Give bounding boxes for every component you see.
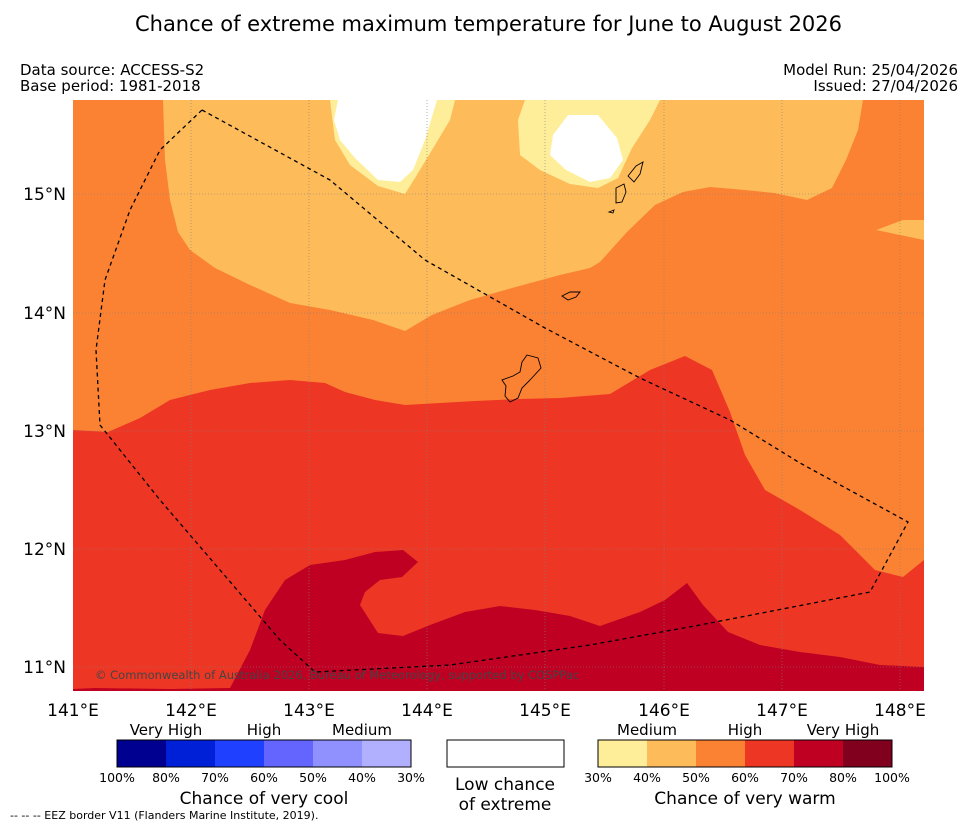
- warm-swatch-5: [843, 740, 892, 767]
- warm-cat-very-high: Very High: [807, 721, 880, 739]
- warm-swatch-2: [696, 740, 745, 767]
- warm-tick-80: 80%: [829, 770, 857, 785]
- low-swatch: [446, 739, 565, 768]
- island-tinian: [615, 183, 627, 204]
- footer-note: -- -- -- EEZ border V11 (Flanders Marine…: [10, 809, 319, 822]
- warm-tick-40: 40%: [633, 770, 661, 785]
- lon-tick-143: 143°E: [283, 701, 335, 721]
- cool-swatch-5: [362, 740, 411, 767]
- map-field: © Commonwealth of Australia 2026, Bureau…: [73, 100, 924, 691]
- lon-tick-148: 148°E: [874, 701, 926, 721]
- island-aguijan: [607, 209, 615, 214]
- lon-tick-144: 144°E: [401, 701, 453, 721]
- cool-tick-40: 40%: [348, 770, 376, 785]
- grid-lines: [73, 100, 924, 691]
- issued-date: Issued: 27/04/2026: [813, 77, 958, 95]
- low-caption-1: Low chance: [455, 775, 555, 795]
- lat-tick-13: 13°N: [23, 422, 66, 442]
- lon-tick-147: 147°E: [756, 701, 808, 721]
- cool-swatch-3: [264, 740, 313, 767]
- cool-cat-very-high: Very High: [130, 721, 203, 739]
- lat-tick-12: 12°N: [23, 540, 66, 560]
- lon-tick-142: 142°E: [165, 701, 217, 721]
- legend-warm: Medium High Very High 30% 40% 50% 60% 70…: [584, 721, 910, 809]
- warm-swatch-3: [745, 740, 794, 767]
- low-chance-b: [550, 115, 623, 182]
- model-run: Model Run: 25/04/2026: [783, 61, 958, 79]
- cool-tick-100: 100%: [99, 770, 135, 785]
- warm-swatch-0: [598, 740, 647, 767]
- meta-right: Model Run: 25/04/2026 Issued: 27/04/2026: [783, 62, 958, 94]
- cool-tick-30: 30%: [397, 770, 425, 785]
- cool-swatch-2: [215, 740, 264, 767]
- meta-left: Data source: ACCESS-S2 Base period: 1981…: [20, 62, 204, 94]
- map-title: Chance of extreme maximum temperature fo…: [134, 12, 843, 36]
- legend-low: Low chance of extreme: [446, 739, 565, 815]
- copyright: © Commonwealth of Australia 2026, Bureau…: [95, 668, 579, 682]
- cool-swatch-0: [117, 740, 166, 767]
- lon-tick-146: 146°E: [638, 701, 690, 721]
- warm-tick-50: 50%: [682, 770, 710, 785]
- cool-cat-medium: Medium: [332, 721, 392, 739]
- warm-swatch-1: [647, 740, 696, 767]
- cool-tick-70: 70%: [201, 770, 229, 785]
- warm-caption: Chance of very warm: [654, 789, 835, 809]
- lat-tick-11: 11°N: [23, 658, 66, 678]
- lon-tick-141: 141°E: [47, 701, 99, 721]
- warm-cat-medium: Medium: [617, 721, 677, 739]
- cool-caption: Chance of very cool: [180, 789, 349, 809]
- band-70-80: [73, 550, 924, 691]
- cool-tick-80: 80%: [152, 770, 180, 785]
- warm-tick-60: 60%: [731, 770, 759, 785]
- cool-swatch-1: [166, 740, 215, 767]
- island-saipan: [627, 161, 644, 183]
- cool-swatch-4: [313, 740, 362, 767]
- islands: [501, 161, 644, 403]
- cool-cat-high: High: [247, 721, 281, 739]
- eez-border: [95, 109, 909, 673]
- cool-tick-50: 50%: [299, 770, 327, 785]
- data-source: Data source: ACCESS-S2: [20, 61, 205, 79]
- warm-tick-70: 70%: [780, 770, 808, 785]
- warm-cat-high: High: [728, 721, 762, 739]
- base-period: Base period: 1981-2018: [20, 77, 201, 95]
- warm-swatch-4: [794, 740, 843, 767]
- legend-cool: Very High High Medium 100% 80% 70% 60% 5…: [99, 721, 425, 809]
- low-caption-2: of extreme: [459, 795, 552, 815]
- lat-tick-15: 15°N: [23, 185, 66, 205]
- island-rota: [561, 291, 581, 301]
- island-guam: [501, 354, 542, 403]
- lat-tick-14: 14°N: [23, 304, 66, 324]
- lon-tick-145: 145°E: [519, 701, 571, 721]
- band-40-50: [163, 100, 863, 331]
- low-chance-a: [334, 100, 437, 182]
- warm-tick-30: 30%: [584, 770, 612, 785]
- cool-tick-60: 60%: [250, 770, 278, 785]
- warm-tick-100: 100%: [874, 770, 910, 785]
